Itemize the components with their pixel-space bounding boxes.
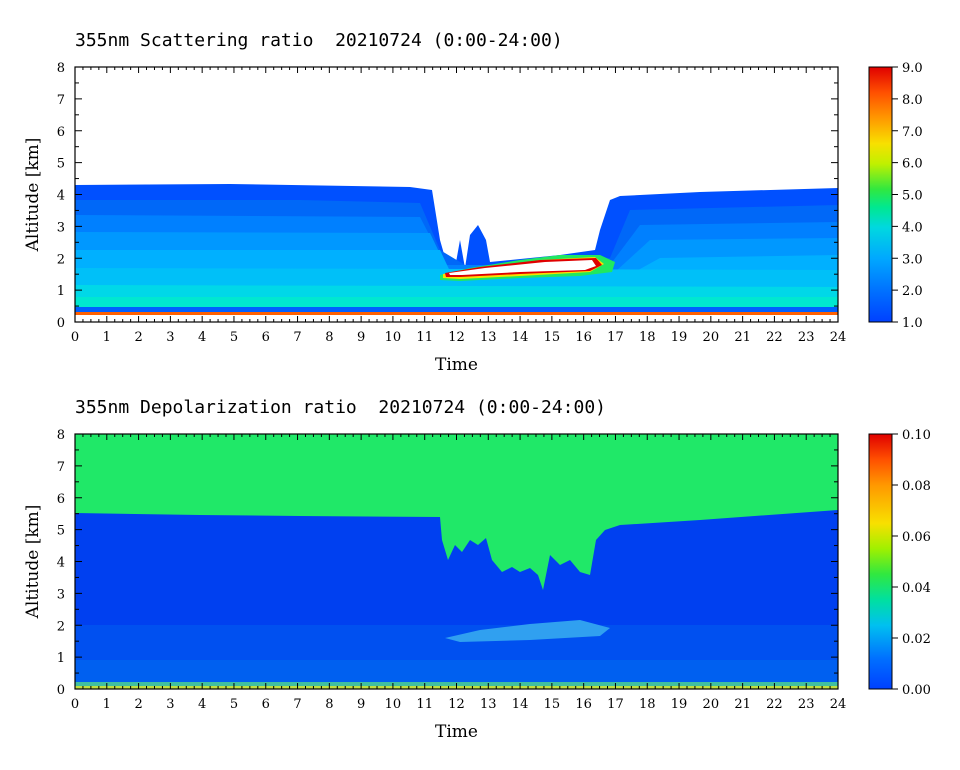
x-tick-label: 20 [703,697,720,712]
x-tick-label: 21 [734,697,751,712]
y-tick-label: 7 [57,460,65,475]
x-tick-label: 16 [575,330,592,345]
colorbar-tick-label: 0.04 [902,581,931,596]
colorbar-tick-label: 0.06 [902,530,931,545]
y-tick-label: 5 [57,157,65,172]
y-tick-label: 2 [57,252,65,267]
y-tick-label: 8 [57,428,65,443]
x-tick-label: 0 [71,330,79,345]
y-axis-label: Altitude [km] [23,505,43,620]
y-axis-label: Altitude [km] [23,138,43,253]
x-tick-label: 17 [607,330,624,345]
x-tick-label: 18 [639,330,656,345]
x-tick-label: 11 [416,697,433,712]
cloud-layer-core [449,260,596,275]
x-tick-label: 1 [103,697,111,712]
x-tick-label: 5 [230,330,238,345]
colorbar-tick-label: 0.10 [902,428,931,443]
y-tick-label: 0 [57,683,65,698]
x-tick-label: 8 [325,330,333,345]
depol-cloud-patch [445,620,610,642]
x-tick-label: 0 [71,697,79,712]
x-tick-label: 10 [385,330,402,345]
x-tick-label: 6 [262,330,270,345]
x-tick-label: 4 [198,697,206,712]
x-tick-label: 12 [448,697,465,712]
x-tick-label: 18 [639,697,656,712]
chart-title-depolarization: 355nm Depolarization ratio 20210724 (0:0… [75,397,607,418]
x-tick-label: 6 [262,697,270,712]
y-tick-label: 1 [57,651,65,666]
chart-title-scattering: 355nm Scattering ratio 20210724 (0:00-24… [75,30,563,51]
colorbar-tick-label: 0.00 [902,683,931,698]
x-tick-label: 19 [671,697,688,712]
x-axis-label: Time [435,722,478,742]
x-tick-label: 15 [544,697,561,712]
x-tick-label: 23 [798,330,815,345]
x-tick-label: 2 [134,697,142,712]
x-tick-label: 22 [766,697,783,712]
x-tick-label: 2 [134,330,142,345]
x-tick-label: 14 [512,330,529,345]
colorbar-tick-label: 4.0 [902,220,923,235]
x-tick-label: 22 [766,330,783,345]
scattering-ratio-heatmap [75,67,838,322]
x-tick-label: 24 [830,697,847,712]
x-tick-label: 15 [544,330,561,345]
x-tick-label: 9 [357,697,365,712]
x-tick-label: 8 [325,697,333,712]
x-tick-label: 3 [166,697,174,712]
x-tick-label: 19 [671,330,688,345]
x-tick-label: 13 [480,330,497,345]
x-tick-label: 16 [575,697,592,712]
x-axis-label: Time [435,355,478,375]
y-tick-label: 2 [57,619,65,634]
colorbar-tick-label: 2.0 [902,284,923,299]
depolarization-ratio-heatmap [75,434,838,689]
x-tick-label: 17 [607,697,624,712]
colorbar-depolarization [868,433,893,690]
x-tick-label: 10 [385,697,402,712]
x-tick-label: 9 [357,330,365,345]
x-tick-label: 20 [703,330,720,345]
y-tick-label: 8 [57,61,65,76]
colorbar-tick-label: 6.0 [902,157,923,172]
x-tick-label: 7 [293,697,301,712]
colorbar-tick-label: 0.02 [902,632,931,647]
colorbar-tick-label: 8.0 [902,93,923,108]
y-tick-label: 3 [57,587,65,602]
y-tick-label: 6 [57,492,65,507]
x-tick-label: 1 [103,330,111,345]
y-tick-label: 7 [57,93,65,108]
x-tick-label: 3 [166,330,174,345]
colorbar-tick-label: 1.0 [902,316,923,331]
colorbar-tick-label: 3.0 [902,252,923,267]
colorbar-scattering [868,66,893,323]
colorbar-tick-label: 0.08 [902,479,931,494]
y-tick-label: 1 [57,284,65,299]
x-tick-label: 24 [830,330,847,345]
x-tick-label: 5 [230,697,238,712]
y-tick-label: 4 [57,189,65,204]
y-tick-label: 6 [57,125,65,140]
y-tick-label: 4 [57,556,65,571]
x-tick-label: 4 [198,330,206,345]
colorbar-tick-label: 5.0 [902,189,923,204]
x-tick-label: 14 [512,697,529,712]
x-tick-label: 7 [293,330,301,345]
x-tick-label: 23 [798,697,815,712]
x-tick-label: 12 [448,330,465,345]
y-tick-label: 3 [57,220,65,235]
y-tick-label: 0 [57,316,65,331]
x-tick-label: 13 [480,697,497,712]
y-tick-label: 5 [57,524,65,539]
colorbar-tick-label: 9.0 [902,61,923,76]
x-tick-label: 21 [734,330,751,345]
colorbar-tick-label: 7.0 [902,125,923,140]
x-tick-label: 11 [416,330,433,345]
